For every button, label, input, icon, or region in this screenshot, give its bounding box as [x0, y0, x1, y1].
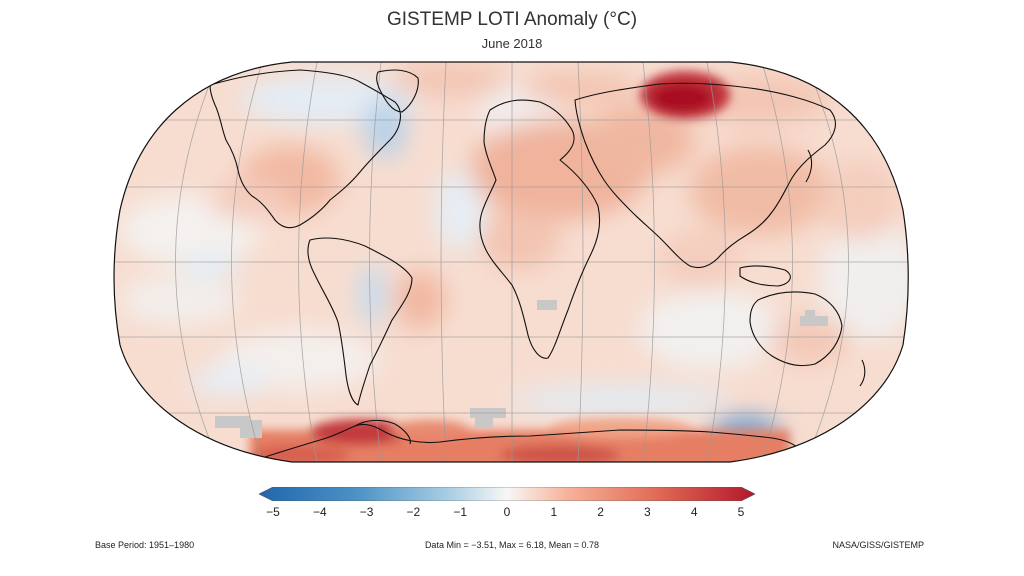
colorbar-tick: 2	[597, 505, 604, 519]
asia-coast	[574, 82, 836, 269]
map-subtitle: June 2018	[481, 36, 543, 51]
japan-coast	[805, 149, 813, 183]
australia-coast	[749, 291, 843, 367]
colorbar-tick: −5	[266, 505, 280, 519]
europe-africa-coast	[479, 99, 601, 359]
colorbar-tick: 4	[690, 505, 698, 519]
new-zealand-coast	[859, 359, 866, 387]
greenland-coast	[376, 69, 419, 113]
anomaly-blobs	[120, 62, 909, 444]
antarctic-peninsula	[354, 419, 411, 445]
south-america-coast	[307, 237, 413, 406]
colorbar-tick: 1	[550, 505, 558, 519]
strong-anomalies	[250, 71, 790, 462]
map-title: GISTEMP LOTI Anomaly (°C)	[386, 9, 638, 30]
colorbar	[259, 487, 755, 501]
colorbar-tick: −4	[312, 505, 327, 519]
colorbar-tick: −3	[359, 505, 374, 519]
graticule	[114, 62, 909, 462]
credit-label: NASA/GISS/GISTEMP	[832, 540, 924, 550]
colorbar-tick: −1	[453, 505, 468, 519]
colorbar-tick: −2	[406, 505, 421, 519]
anomaly-field	[114, 62, 909, 462]
colorbar-tick: 5	[737, 505, 745, 519]
north-america-coast	[209, 69, 401, 229]
colorbar-tick-labels: −5 −4 −3 −2 −1 0 1 2 3 4 5	[259, 505, 755, 521]
data-stats-label: Data Min = −3.51, Max = 6.18, Mean = 0.7…	[424, 540, 600, 550]
colorbar-tick: 3	[644, 505, 651, 519]
base-period-label: Base Period: 1951–1980	[95, 540, 195, 550]
coastlines	[209, 69, 866, 459]
globe-outline	[113, 61, 909, 463]
colorbar-tick: 0	[503, 505, 511, 519]
antarctica-coast	[261, 423, 801, 459]
indonesia-coast	[739, 265, 791, 287]
